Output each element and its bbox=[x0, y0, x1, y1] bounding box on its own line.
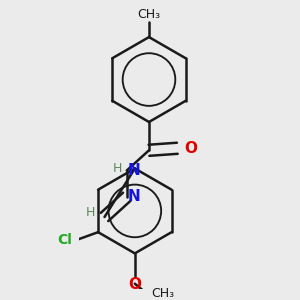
Text: H: H bbox=[112, 162, 122, 175]
Text: N: N bbox=[128, 163, 140, 178]
Text: Cl: Cl bbox=[57, 233, 72, 247]
Text: O: O bbox=[128, 277, 141, 292]
Text: CH₃: CH₃ bbox=[137, 8, 160, 21]
Text: CH₃: CH₃ bbox=[151, 287, 174, 300]
Text: N: N bbox=[128, 189, 140, 204]
Text: O: O bbox=[184, 141, 197, 156]
Text: H: H bbox=[86, 206, 95, 219]
